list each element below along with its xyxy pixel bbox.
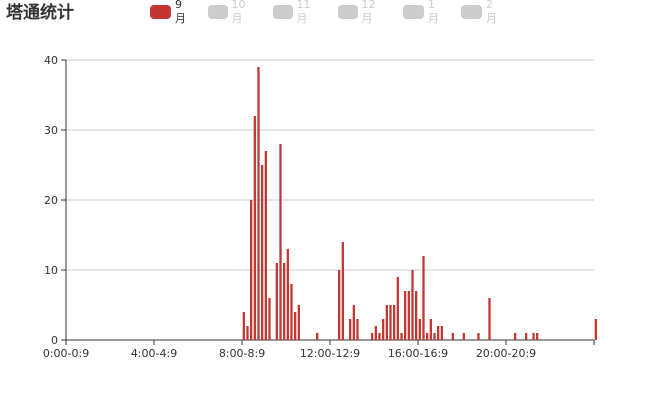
bar[interactable]	[294, 312, 297, 340]
bar[interactable]	[349, 319, 352, 340]
x-tick-label: 8:00-8:9	[219, 347, 265, 360]
x-tick-label: 12:00-12:9	[300, 347, 360, 360]
legend-swatch-sep	[150, 5, 171, 19]
bar[interactable]	[264, 151, 267, 340]
bar[interactable]	[418, 319, 421, 340]
y-tick-label: 0	[51, 334, 58, 347]
bar[interactable]	[532, 333, 535, 340]
bar[interactable]	[429, 319, 432, 340]
legend-item-feb[interactable]: 2月	[461, 0, 501, 25]
bar[interactable]	[404, 291, 407, 340]
y-tick-label: 30	[44, 124, 58, 137]
legend-item-jan[interactable]: 1月	[403, 0, 443, 25]
bar[interactable]	[290, 284, 293, 340]
x-tick-label: 4:00-4:9	[131, 347, 177, 360]
legend-label-jan: 1月	[427, 0, 439, 25]
x-tick-label: 0:00-0:9	[43, 347, 89, 360]
bar[interactable]	[536, 333, 539, 340]
bar[interactable]	[246, 326, 249, 340]
legend-swatch-jan	[403, 5, 424, 19]
bar[interactable]	[286, 249, 289, 340]
bar[interactable]	[415, 291, 418, 340]
bar[interactable]	[378, 333, 381, 340]
bar[interactable]	[371, 333, 374, 340]
bar[interactable]	[422, 256, 425, 340]
bar[interactable]	[356, 319, 359, 340]
bar[interactable]	[440, 326, 443, 340]
bar[interactable]	[279, 144, 282, 340]
bar[interactable]	[297, 305, 300, 340]
legend-label-sep: 9月	[174, 0, 186, 25]
bar[interactable]	[411, 270, 414, 340]
bar[interactable]	[426, 333, 429, 340]
y-tick-label: 40	[44, 54, 58, 67]
legend-item-sep[interactable]: 9月	[150, 0, 190, 25]
bar[interactable]	[338, 270, 341, 340]
legend-swatch-nov	[273, 5, 293, 19]
y-tick-label: 10	[44, 264, 58, 277]
bar[interactable]	[382, 319, 385, 340]
bar[interactable]	[514, 333, 517, 340]
legend-swatch-feb	[461, 5, 482, 19]
legend-item-oct[interactable]: 10月	[208, 0, 251, 25]
bar[interactable]	[525, 333, 528, 340]
legend-label-oct: 10月	[231, 0, 246, 25]
legend-label-feb: 2月	[485, 0, 497, 25]
bar[interactable]	[275, 263, 278, 340]
legend-label-nov: 11月	[296, 0, 311, 25]
bar[interactable]	[396, 277, 399, 340]
bar[interactable]	[341, 242, 344, 340]
bar[interactable]	[253, 116, 256, 340]
bar[interactable]	[374, 326, 377, 340]
bar[interactable]	[389, 305, 392, 340]
legend-item-dec[interactable]: 12月	[338, 0, 381, 25]
y-tick-label: 20	[44, 194, 58, 207]
bar[interactable]	[462, 333, 465, 340]
bar[interactable]	[594, 319, 597, 340]
bar[interactable]	[400, 333, 403, 340]
bar[interactable]	[477, 333, 480, 340]
chart-title: 塔通统计	[6, 3, 74, 23]
bar[interactable]	[385, 305, 388, 340]
bar[interactable]	[393, 305, 396, 340]
bar[interactable]	[261, 165, 264, 340]
bar[interactable]	[437, 326, 440, 340]
bar[interactable]	[316, 333, 319, 340]
bar[interactable]	[407, 291, 410, 340]
legend-item-nov[interactable]: 11月	[273, 0, 316, 25]
x-tick-label: 16:00-16:9	[388, 347, 448, 360]
bar[interactable]	[257, 67, 260, 340]
bar[interactable]	[352, 305, 355, 340]
bar[interactable]	[451, 333, 454, 340]
bar[interactable]	[283, 263, 286, 340]
bar[interactable]	[488, 298, 491, 340]
x-tick-label: 20:00-20:9	[476, 347, 536, 360]
bar[interactable]	[433, 333, 436, 340]
legend-swatch-oct	[208, 5, 228, 19]
bar[interactable]	[242, 312, 245, 340]
bar[interactable]	[250, 200, 253, 340]
bar[interactable]	[268, 298, 271, 340]
legend-label-dec: 12月	[361, 0, 376, 25]
legend-swatch-dec	[338, 5, 358, 19]
